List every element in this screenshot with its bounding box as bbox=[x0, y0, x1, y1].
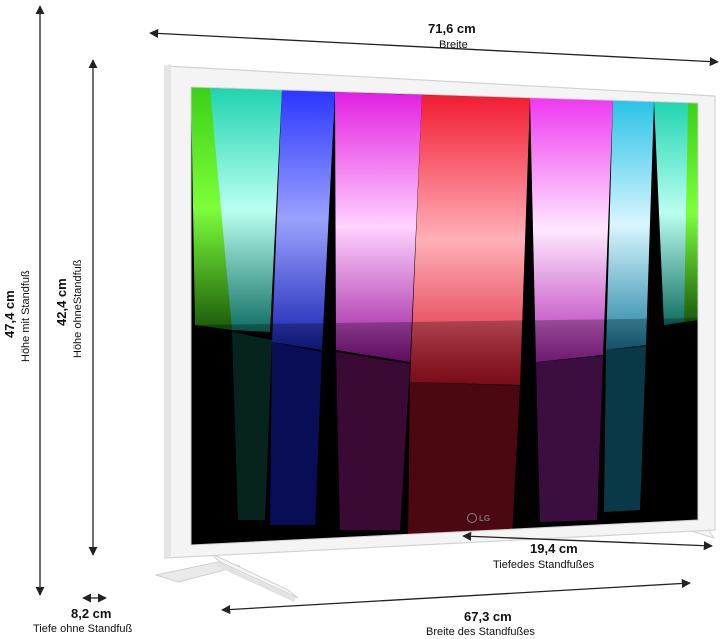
height-without-stand-value: 42,4 cm bbox=[54, 278, 69, 326]
stand-depth-arrow bbox=[462, 531, 713, 551]
stand-depth-label: Tiefedes Standfußes bbox=[493, 559, 595, 571]
depth-label: Tiefe ohne Standfuß bbox=[33, 623, 133, 635]
tv-stand-left bbox=[154, 552, 299, 602]
width-arrow bbox=[149, 28, 719, 67]
lg-logo: LG bbox=[467, 512, 497, 524]
stand-width-arrow bbox=[221, 578, 691, 615]
tv-screen bbox=[191, 87, 698, 545]
width-value: 71,6 cm bbox=[428, 21, 476, 36]
height-with-stand-value: 47,4 cm bbox=[2, 290, 17, 338]
stand-width-value: 67,3 cm bbox=[464, 609, 512, 624]
width-label: Breite bbox=[439, 39, 468, 51]
stand-width-label: Breite des Standfußes bbox=[426, 626, 535, 638]
height-with-stand-label: Höhe mit Standfuß bbox=[20, 270, 32, 362]
height-without-stand-label: Höhe ohneStandfuß bbox=[72, 259, 84, 358]
stand-depth-value: 19,4 cm bbox=[530, 541, 578, 556]
depth-value: 8,2 cm bbox=[71, 606, 112, 621]
